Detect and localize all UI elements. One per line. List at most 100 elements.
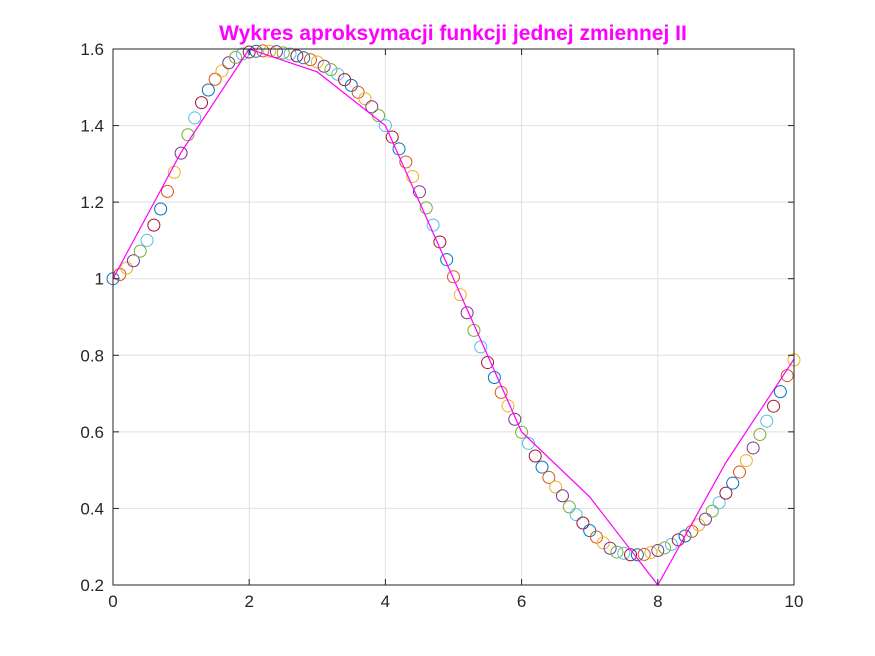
data-point <box>133 244 147 258</box>
data-point <box>610 545 624 559</box>
data-point <box>576 516 590 530</box>
data-point <box>453 288 467 302</box>
data-point <box>583 524 597 538</box>
data-point <box>365 100 379 114</box>
data-point <box>712 496 726 510</box>
data-point <box>644 545 658 559</box>
data-point <box>726 476 740 490</box>
axis-ticks: 0 2 4 6 8 10 0.2 0.4 0.6 0.8 1 1.2 1.4 1.6 <box>80 40 803 611</box>
y-tick-label: 0.6 <box>80 423 104 442</box>
x-tick-label: 2 <box>244 592 253 611</box>
y-tick-label: 0.2 <box>80 576 104 595</box>
data-point <box>263 44 277 58</box>
data-point <box>181 128 195 142</box>
x-tick-label: 4 <box>381 592 390 611</box>
y-tick-label: 1.2 <box>80 193 104 212</box>
data-point <box>651 544 665 558</box>
data-point <box>412 185 426 199</box>
data-point <box>276 46 290 60</box>
x-tick-label: 8 <box>653 592 662 611</box>
y-tick-label: 1 <box>95 270 104 289</box>
data-point <box>331 67 345 81</box>
data-point <box>167 165 181 179</box>
data-point <box>188 111 202 125</box>
data-point <box>419 201 433 215</box>
data-point <box>515 425 529 439</box>
data-point <box>617 546 631 560</box>
series-line <box>112 48 795 587</box>
data-point <box>283 47 297 61</box>
data-point <box>222 56 236 70</box>
data-point <box>160 184 174 198</box>
x-tick-label: 10 <box>785 592 804 611</box>
data-point <box>746 441 760 455</box>
data-point <box>201 83 215 97</box>
data-point <box>671 533 685 547</box>
data-point <box>528 449 542 463</box>
data-point <box>399 155 413 169</box>
data-point <box>303 53 317 67</box>
data-point <box>773 385 787 399</box>
data-point <box>603 541 617 555</box>
data-point <box>426 218 440 232</box>
data-point <box>596 536 610 550</box>
data-point <box>637 547 651 561</box>
data-point <box>154 202 168 216</box>
data-point <box>358 92 372 106</box>
y-tick-label: 1.4 <box>80 117 104 136</box>
data-point <box>624 548 638 562</box>
data-point <box>174 146 188 160</box>
data-point <box>658 541 672 555</box>
data-point <box>440 253 454 267</box>
data-point <box>317 59 331 73</box>
data-point <box>249 44 263 58</box>
data-point <box>719 486 733 500</box>
data-point <box>215 64 229 78</box>
data-point <box>229 50 243 64</box>
data-point <box>290 49 304 63</box>
data-point <box>562 500 576 514</box>
y-tick-label: 0.4 <box>80 499 104 518</box>
chart-title: Wykres aproksymacji funkcji jednej zmien… <box>219 22 687 45</box>
data-point <box>447 270 460 284</box>
data-point <box>140 233 154 247</box>
data-point <box>569 508 583 522</box>
data-point <box>760 414 774 428</box>
data-point <box>549 480 563 494</box>
data-point <box>256 44 270 58</box>
data-point <box>208 72 222 86</box>
data-point <box>698 512 712 526</box>
x-tick-label: 0 <box>108 592 117 611</box>
data-point <box>753 428 767 442</box>
data-point <box>195 96 209 110</box>
x-tick-label: 6 <box>517 592 526 611</box>
data-point <box>120 261 134 275</box>
data-point <box>406 169 420 183</box>
data-point <box>542 470 556 484</box>
data-point <box>508 412 522 426</box>
data-point <box>733 465 747 479</box>
data-point <box>767 399 781 413</box>
line-series-layer <box>112 48 795 587</box>
marker-series <box>106 44 801 562</box>
plot-frame <box>112 48 795 586</box>
data-point <box>630 548 644 562</box>
plot-area <box>113 49 794 585</box>
data-point <box>113 268 127 281</box>
data-point <box>739 454 753 468</box>
data-point <box>324 63 338 77</box>
data-point <box>147 218 161 232</box>
data-point <box>242 45 256 59</box>
data-point <box>555 489 569 503</box>
data-point <box>664 537 678 551</box>
data-point <box>344 78 358 92</box>
data-point <box>385 130 399 144</box>
data-point <box>685 524 699 538</box>
y-tick-label: 1.6 <box>80 40 104 59</box>
data-point <box>351 85 365 99</box>
data-point <box>378 119 392 133</box>
data-point <box>297 51 311 65</box>
data-point <box>310 55 324 69</box>
data-point <box>126 254 140 268</box>
